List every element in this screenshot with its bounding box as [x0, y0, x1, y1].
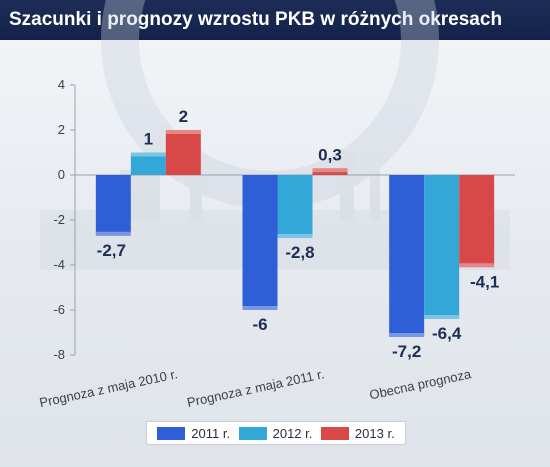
chart-title: Szacunki i prognozy wzrostu PKB w różnyc…: [0, 0, 550, 40]
legend-item: 2013 r.: [320, 425, 395, 441]
data-label: 1: [144, 130, 153, 149]
bar-1-3: [389, 175, 425, 337]
bar-1-2: [242, 175, 278, 310]
y-tick-label: 0: [58, 167, 65, 182]
bar-3-2: [312, 168, 348, 175]
data-label: 0,3: [318, 145, 342, 164]
chart-legend: 2011 r. 2012 r. 2013 r.: [146, 421, 406, 445]
data-label: -6: [252, 315, 267, 334]
bar-edge-highlight: [459, 263, 495, 268]
bar-edge-highlight: [95, 231, 131, 236]
bar-2-2: [277, 175, 313, 238]
legend-label: 2012 r.: [272, 425, 313, 441]
legend-swatch: [320, 426, 349, 440]
bar-edge-highlight: [424, 315, 460, 319]
bar-1-1: [95, 175, 131, 236]
data-label: 2: [179, 107, 188, 126]
bar-2-3: [424, 175, 460, 319]
y-tick-label: -4: [53, 257, 65, 272]
bar-edge-highlight: [130, 152, 166, 157]
legend-label: 2013 r.: [354, 425, 395, 441]
category-label: Prognoza z maja 2011 r.: [186, 366, 326, 410]
data-label: -6,4: [432, 324, 462, 343]
bar-edge-highlight: [165, 130, 201, 134]
data-label: -2,7: [97, 241, 126, 260]
data-label: -4,1: [470, 272, 499, 291]
bar-2-1: [130, 152, 166, 175]
bar-edge-highlight: [242, 306, 278, 310]
legend-swatch: [238, 426, 267, 440]
category-label: Obecna prognoza: [368, 366, 473, 402]
y-tick-label: -6: [53, 302, 65, 317]
y-tick-label: -8: [53, 347, 65, 362]
bar-edge-highlight: [312, 168, 348, 173]
bar-3-1: [165, 130, 201, 175]
legend-item: 2011 r.: [157, 426, 230, 441]
data-label: -7,2: [392, 342, 421, 361]
y-tick-label: 4: [58, 77, 65, 92]
bar-3-3: [459, 175, 495, 268]
bar-edge-highlight: [277, 234, 313, 238]
legend-swatch: [157, 426, 186, 440]
category-label: Prognoza z maja 2010 r.: [38, 366, 179, 410]
legend-item: 2012 r.: [238, 425, 313, 441]
y-tick-label: 2: [58, 122, 65, 137]
bar-edge-highlight: [389, 333, 425, 337]
legend-label: 2011 r.: [191, 425, 231, 441]
y-tick-label: -2: [53, 212, 65, 227]
data-label: -2,8: [285, 243, 314, 262]
